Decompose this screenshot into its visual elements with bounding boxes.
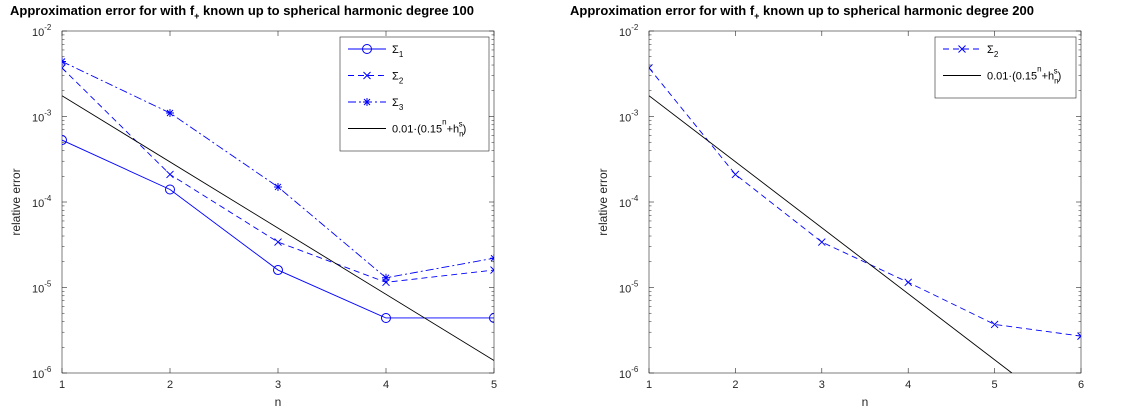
series-line-1 bbox=[649, 95, 1013, 373]
y-tick-label: 10-5 bbox=[619, 280, 639, 296]
x-tick-label: 4 bbox=[905, 379, 911, 391]
marker-x bbox=[1077, 332, 1081, 340]
chart-right-svg: Approximation error for with f+ known up… bbox=[570, 3, 1084, 409]
series-group bbox=[62, 57, 494, 361]
marker-x bbox=[904, 278, 913, 287]
marker-circle bbox=[165, 184, 175, 195]
y-tick-label: 10-6 bbox=[619, 365, 639, 381]
x-axis-label: n bbox=[275, 395, 282, 409]
series-line-0 bbox=[62, 139, 494, 319]
marker-x bbox=[817, 238, 826, 246]
marker-x bbox=[490, 266, 494, 274]
y-tick-label: 10-4 bbox=[619, 194, 639, 210]
series-line-3 bbox=[62, 95, 494, 361]
marker-x bbox=[166, 170, 174, 179]
y-tick-label: 10-2 bbox=[32, 23, 52, 39]
chart-left-svg: Approximation error for with f+ known up… bbox=[9, 3, 497, 409]
y-tick-label: 10-3 bbox=[32, 109, 52, 125]
legend-label-2: Σ3 bbox=[392, 97, 404, 112]
marker-x bbox=[649, 64, 653, 72]
y-axis-label: relative error bbox=[9, 168, 23, 235]
series-group bbox=[649, 64, 1081, 373]
marker-circle bbox=[489, 312, 494, 323]
legend-label-1: 0.01·(0.15n+hns) bbox=[987, 65, 1061, 86]
y-tick-label: 10-3 bbox=[619, 109, 639, 125]
series-line-2 bbox=[62, 61, 494, 279]
marker-star bbox=[62, 57, 66, 66]
marker-x bbox=[731, 170, 740, 179]
marker-x bbox=[958, 45, 966, 53]
y-tick-label: 10-6 bbox=[32, 365, 52, 381]
marker-star bbox=[274, 182, 282, 191]
x-tick-label: 4 bbox=[383, 379, 389, 391]
series-line-1 bbox=[62, 67, 494, 283]
marker-x bbox=[274, 238, 282, 246]
series-line-0 bbox=[649, 67, 1081, 337]
x-tick-label: 1 bbox=[59, 379, 65, 391]
x-tick-label: 5 bbox=[491, 379, 497, 391]
y-tick-label: 10-4 bbox=[32, 194, 52, 210]
marker-star bbox=[166, 108, 174, 117]
y-tick-label: 10-2 bbox=[619, 23, 639, 39]
chart-panel-right: Approximation error for with f+ known up… bbox=[570, 0, 1140, 412]
legend-label-0: Σ2 bbox=[987, 44, 999, 59]
x-tick-label: 2 bbox=[732, 379, 738, 391]
x-axis-label: n bbox=[862, 395, 869, 409]
chart-panel-left: Approximation error for with f+ known up… bbox=[9, 3, 497, 409]
marker-circle bbox=[381, 312, 391, 323]
marker-circle bbox=[362, 44, 372, 54]
y-axis-label: relative error bbox=[596, 168, 610, 235]
x-tick-label: 2 bbox=[167, 379, 173, 391]
marker-star bbox=[490, 254, 494, 263]
chart-title: Approximation error for with f+ known up… bbox=[10, 3, 474, 21]
legend-box bbox=[339, 36, 490, 152]
marker-star bbox=[382, 273, 390, 282]
x-tick-label: 1 bbox=[646, 379, 652, 391]
x-tick-label: 5 bbox=[992, 379, 998, 391]
marker-star bbox=[363, 98, 371, 106]
marker-circle bbox=[273, 265, 283, 276]
x-tick-label: 6 bbox=[1078, 379, 1084, 391]
marker-x bbox=[62, 64, 66, 72]
marker-x bbox=[363, 71, 371, 80]
marker-x bbox=[990, 320, 999, 329]
marker-circle bbox=[62, 135, 67, 146]
legend-label-0: Σ1 bbox=[392, 44, 404, 59]
chart-title: Approximation error for with f+ known up… bbox=[570, 3, 1034, 21]
x-tick-label: 3 bbox=[275, 379, 281, 391]
x-tick-label: 3 bbox=[819, 379, 825, 391]
legend-box bbox=[934, 36, 1077, 99]
legend-label-3: 0.01·(0.15n+hns) bbox=[392, 118, 466, 139]
legend-label-1: Σ2 bbox=[392, 71, 404, 86]
y-tick-label: 10-5 bbox=[32, 280, 52, 296]
